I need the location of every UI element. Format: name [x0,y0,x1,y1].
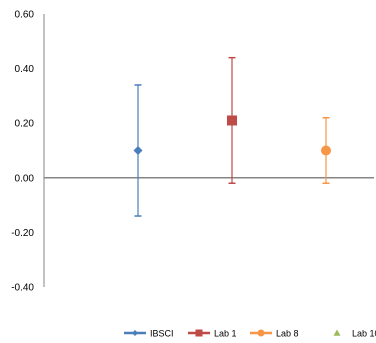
legend-label: Lab 1 [214,329,237,339]
series-ibsci [133,84,143,217]
series-lab-8 [321,116,331,185]
legend-item: Lab 8 [250,329,299,339]
legend-marker [333,329,341,336]
series-layer [133,56,331,217]
legend-item: IBSCI [124,329,174,339]
y-tick-label: -0.20 [11,228,34,239]
y-tick-label: 0.60 [15,10,35,21]
data-point-marker [133,146,143,155]
legend-label: Lab 8 [276,329,299,339]
legend-marker [257,329,265,337]
legend-label: IBSCI [150,329,174,339]
legend-marker [132,330,138,336]
legend-item: Lab 10 [333,329,376,339]
series-lab-1 [227,56,237,185]
data-point-marker [227,115,237,126]
legend-label: Lab 10 [352,329,376,339]
legend-item: Lab 1 [188,329,237,339]
y-tick-label: 0.20 [15,119,35,130]
data-point-marker [321,145,331,156]
y-tick-label: 0.00 [15,173,35,184]
y-tick-label: -0.40 [11,283,34,294]
legend: IBSCI Lab 1 Lab 8 Lab 10 [124,329,376,339]
y-tick-label: 0.40 [15,64,35,75]
axes: 0.60 0.40 0.20 0.00 -0.20 -0.40 [11,10,374,294]
legend-marker [195,329,203,337]
